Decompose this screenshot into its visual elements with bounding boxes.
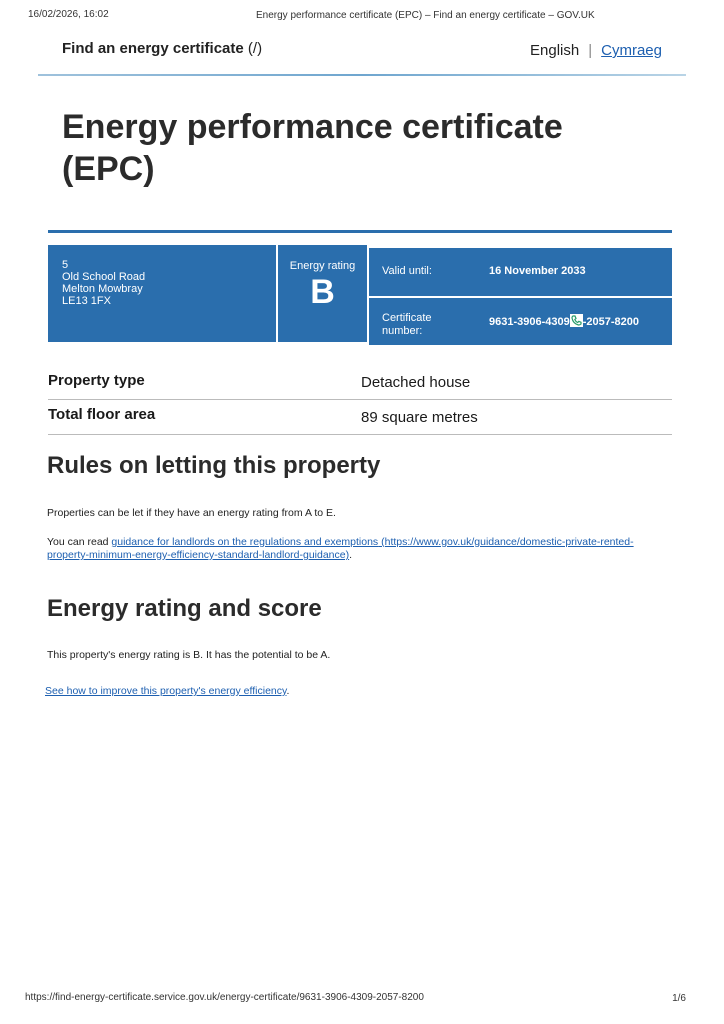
address: 5 Old School Road Melton Mowbray LE13 1F… — [48, 245, 276, 342]
header-divider — [38, 74, 686, 76]
summary-value: 89 square metres — [361, 409, 478, 426]
print-datetime: 16/02/2026, 16:02 — [28, 9, 109, 20]
address-line: Melton Mowbray — [62, 283, 143, 295]
valid-until-label: Valid until: — [382, 265, 432, 277]
site-link-url: (/) — [247, 40, 263, 57]
improve-efficiency-link[interactable]: See how to improve this property's energ… — [45, 685, 287, 697]
guidance-link[interactable]: guidance for landlords on the regulation… — [47, 536, 634, 561]
address-line: LE13 1FX — [62, 295, 111, 307]
valid-until-value: 16 November 2033 — [489, 265, 586, 277]
energy-rating: Energy rating B — [278, 245, 367, 342]
print-page-title: Energy performance certificate (EPC) – F… — [256, 10, 595, 21]
row-divider — [48, 434, 672, 435]
valid-until: Valid until: 16 November 2033 — [369, 248, 672, 296]
lang-separator: | — [588, 42, 593, 59]
letting-rules-heading: Rules on letting this property — [47, 452, 381, 479]
improve-suffix: . — [286, 685, 290, 697]
certificate-number-value: 9631-3906-4309 -2057-8200 — [489, 314, 639, 328]
summary-value: Detached house — [361, 374, 471, 391]
page-title: Energy performance certificate (EPC) — [62, 108, 563, 188]
property-summary: Property type Detached house Total floor… — [48, 368, 672, 438]
lang-english: English — [530, 42, 580, 59]
epc-banner: 5 Old School Road Melton Mowbray LE13 1F… — [48, 245, 672, 345]
guidance-prefix: You can read — [47, 536, 112, 548]
summary-key: Property type — [48, 372, 145, 389]
site-name-link[interactable]: Find an energy certificate (/) — [62, 40, 262, 57]
energy-rating-label: Energy rating — [289, 260, 356, 272]
address-line: Old School Road — [62, 271, 146, 283]
language-switcher: English | Cymraeg — [530, 42, 662, 59]
address-line: 5 — [62, 259, 69, 271]
lang-cymraeg-link[interactable]: Cymraeg — [601, 42, 662, 59]
guidance-paragraph: You can read guidance for landlords on t… — [47, 536, 667, 562]
title-divider — [48, 230, 672, 233]
print-page-number: 1/6 — [672, 993, 686, 1004]
improve-paragraph: See how to improve this property's energ… — [45, 685, 289, 698]
letting-rules-text: Properties can be let if they have an en… — [47, 507, 336, 519]
row-divider — [48, 399, 672, 400]
guidance-suffix: . — [349, 549, 353, 561]
energy-rating-letter: B — [310, 273, 335, 311]
guidance-link-url: (https://www.gov.uk/guidance/domestic-pr… — [47, 536, 634, 561]
cert-part: -2057-8200 — [582, 316, 640, 328]
guidance-link-text: guidance for landlords on the regulation… — [111, 536, 379, 548]
energy-rating-heading: Energy rating and score — [47, 595, 322, 622]
phone-icon[interactable] — [569, 314, 583, 327]
print-url: https://find-energy-certificate.service.… — [25, 992, 424, 1003]
energy-rating-text: This property's energy rating is B. It h… — [47, 649, 331, 661]
cert-part: 9631-3906-4309 — [489, 316, 570, 328]
summary-key: Total floor area — [48, 406, 156, 423]
certificate-number: Certificate number: 9631-3906-4309 -2057-… — [369, 298, 672, 345]
certificate-number-label: Certificate number: — [382, 312, 432, 337]
site-name: Find an energy certificate — [62, 40, 244, 57]
